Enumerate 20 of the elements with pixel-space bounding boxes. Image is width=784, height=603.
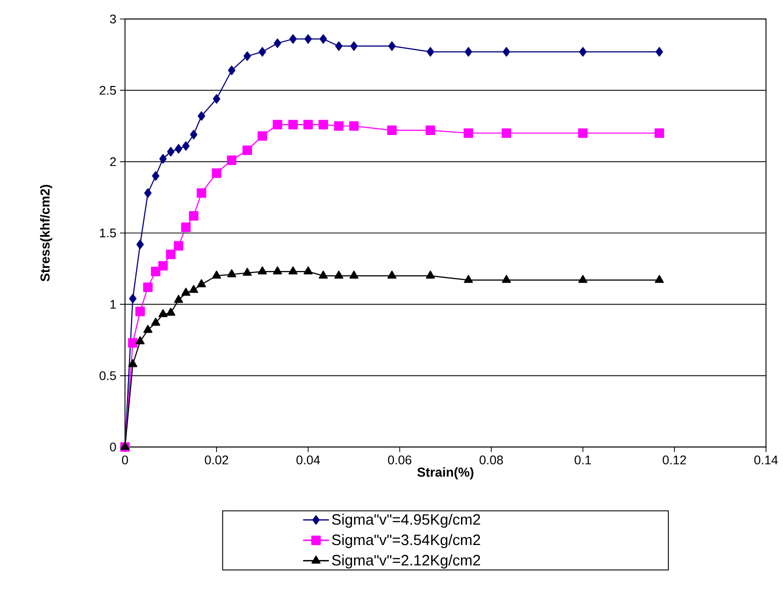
y-tick-label: 3 xyxy=(110,14,116,24)
y-tick-label: 2 xyxy=(110,157,116,166)
legend-label: Sigma"v"=2.12Kg/cm2 xyxy=(332,554,480,569)
y-axis-title: Stress(khf/cm2) xyxy=(40,184,52,282)
y-tick-label: 1.5 xyxy=(100,228,116,238)
x-tick-label: 0.02 xyxy=(204,456,228,464)
x-tick-label: 0.1 xyxy=(574,456,591,464)
x-tick-label: 0.14 xyxy=(754,456,778,464)
x-tick-label: 0.06 xyxy=(388,456,412,464)
x-axis-title: Strain(%) xyxy=(417,467,474,480)
y-tick-label: 1 xyxy=(110,300,116,309)
x-tick-label: 0 xyxy=(122,456,128,464)
legend-label: Sigma"v"=3.54Kg/cm2 xyxy=(332,534,480,548)
y-tick-label: 0 xyxy=(110,442,116,452)
x-tick-label: 0.08 xyxy=(480,456,503,464)
x-tick-label: 0.04 xyxy=(296,456,320,464)
x-tick-label: 0.12 xyxy=(662,456,686,464)
y-tick-label: 0.5 xyxy=(100,371,116,380)
y-tick-label: 2.5 xyxy=(100,86,116,95)
legend-label: Sigma"v"=4.95Kg/cm2 xyxy=(332,514,480,528)
